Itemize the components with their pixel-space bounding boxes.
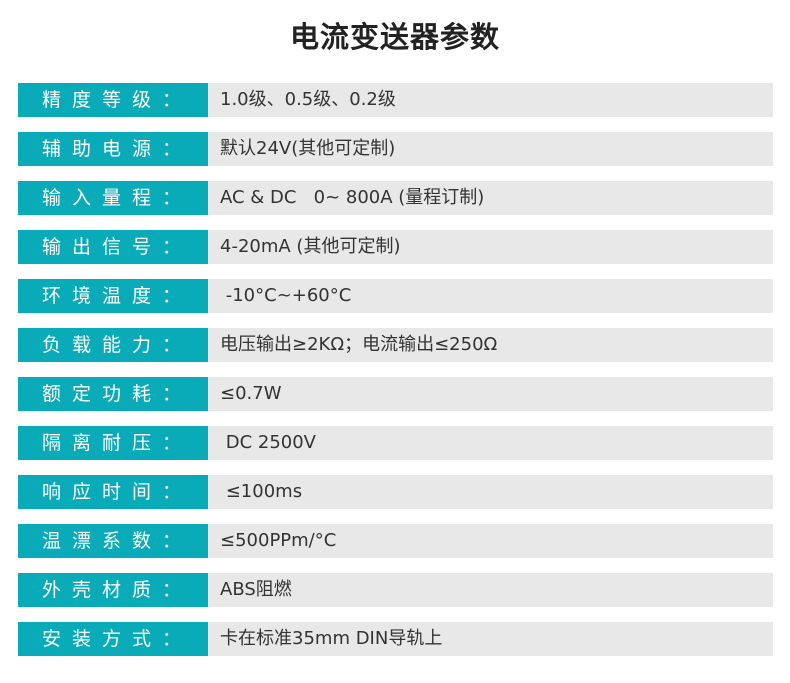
- spec-value: 卡在标准35mm DIN导轨上: [208, 622, 773, 656]
- spec-label: 输入量程：: [18, 181, 208, 215]
- spec-row: 精度等级： 1.0级、0.5级、0.2级: [18, 83, 773, 117]
- spec-label: 精度等级：: [18, 83, 208, 117]
- spec-row: 环境温度： -10°C~+60°C: [18, 279, 773, 313]
- spec-label: 额定功耗：: [18, 377, 208, 411]
- spec-label: 响应时间：: [18, 475, 208, 509]
- spec-row: 输入量程： AC & DC 0~ 800A (量程订制): [18, 181, 773, 215]
- spec-row: 额定功耗： ≤0.7W: [18, 377, 773, 411]
- spec-value: ≤500PPm/°C: [208, 524, 773, 558]
- spec-row: 安装方式： 卡在标准35mm DIN导轨上: [18, 622, 773, 656]
- spec-value: AC & DC 0~ 800A (量程订制): [208, 181, 773, 215]
- spec-label: 环境温度：: [18, 279, 208, 313]
- spec-value: ABS阻燃: [208, 573, 773, 607]
- spec-label: 温漂系数：: [18, 524, 208, 558]
- spec-value: 电压输出≥2KΩ；电流输出≤250Ω: [208, 328, 773, 362]
- spec-value: ≤0.7W: [208, 377, 773, 411]
- spec-row: 温漂系数： ≤500PPm/°C: [18, 524, 773, 558]
- spec-label: 输出信号：: [18, 230, 208, 264]
- spec-row: 负载能力： 电压输出≥2KΩ；电流输出≤250Ω: [18, 328, 773, 362]
- spec-value: 默认24V(其他可定制): [208, 132, 773, 166]
- page-title: 电流变送器参数: [289, 20, 500, 54]
- spec-label: 外壳材质：: [18, 573, 208, 607]
- spec-value: ≤100ms: [208, 475, 773, 509]
- spec-row: 输出信号： 4-20mA (其他可定制): [18, 230, 773, 264]
- spec-value: 4-20mA (其他可定制): [208, 230, 773, 264]
- spec-value: 1.0级、0.5级、0.2级: [208, 83, 773, 117]
- spec-row: 外壳材质： ABS阻燃: [18, 573, 773, 607]
- spec-label: 隔离耐压：: [18, 426, 208, 460]
- spec-value: DC 2500V: [208, 426, 773, 460]
- spec-label: 辅助电源：: [18, 132, 208, 166]
- spec-value: -10°C~+60°C: [208, 279, 773, 313]
- spec-row: 隔离耐压： DC 2500V: [18, 426, 773, 460]
- spec-label: 安装方式：: [18, 622, 208, 656]
- spec-row: 响应时间： ≤100ms: [18, 475, 773, 509]
- spec-label: 负载能力：: [18, 328, 208, 362]
- spec-row: 辅助电源： 默认24V(其他可定制): [18, 132, 773, 166]
